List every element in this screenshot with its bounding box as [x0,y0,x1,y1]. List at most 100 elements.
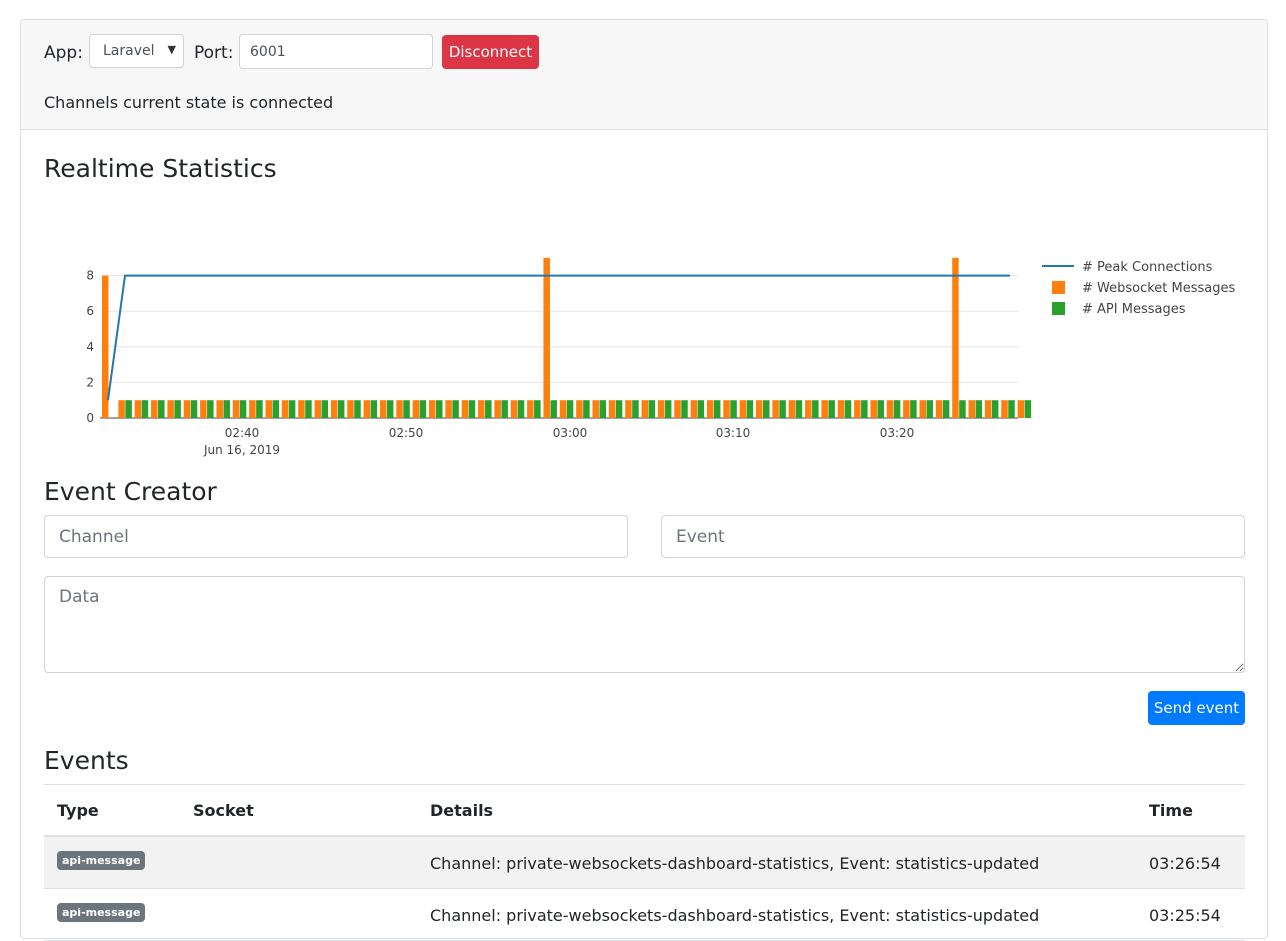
websocket-messages-bar [837,400,845,418]
api-messages-bar [975,400,983,418]
api-messages-bar [403,400,410,418]
api-messages-bar [763,400,770,418]
websocket-messages-bar [1001,400,1008,418]
port-input[interactable] [239,34,433,69]
api-messages-bar [190,400,198,418]
websocket-messages-bar [396,400,403,418]
api-messages-bar [959,400,966,418]
websocket-messages-bar [281,400,289,418]
websocket-messages-bar [576,400,583,418]
websocket-messages-bar [265,400,272,418]
api-messages-bar [436,400,443,418]
y-tick-label: 4 [86,340,94,354]
websocket-messages-bar [216,400,223,418]
websocket-messages-bar [461,400,469,418]
api-messages-bar [337,400,345,418]
api-messages-bar [599,400,606,418]
websocket-messages-bar [314,400,322,418]
websocket-messages-bar [102,275,109,418]
api-messages-bar [877,400,884,418]
api-messages-bar [1008,400,1015,418]
column-header-details: Details [430,801,494,820]
legend-label: # Websocket Messages [1082,281,1236,296]
websocket-messages-bar [886,400,894,418]
event-creator-title: Event Creator [44,477,217,506]
websocket-messages-bar [134,400,142,418]
api-messages-bar [223,400,230,418]
disconnect-button[interactable]: Disconnect [442,35,539,69]
websocket-messages-bar [232,400,240,418]
connection-header: App: Laravel ▼ Port: Disconnect Channels… [21,20,1267,130]
send-event-button[interactable]: Send event [1148,691,1245,725]
api-messages-bar [517,400,525,418]
websocket-messages-bar [543,257,550,418]
app-label: App: [44,43,83,63]
peak-connections-line [107,274,1010,401]
websocket-messages-bar [919,400,926,418]
api-messages-bar [648,400,656,418]
api-messages-bar [795,400,803,418]
column-header-time: Time [1149,801,1193,820]
api-messages-bar [485,400,492,418]
websocket-messages-bar [772,400,779,418]
y-tick-label: 2 [86,375,94,389]
x-date-label: Jun 16, 2019 [203,443,280,457]
api-messages-bar [256,400,263,418]
legend-label: # Peak Connections [1082,260,1213,275]
websocket-messages-bar [249,400,256,418]
websocket-messages-bar [363,400,371,418]
websocket-messages-bar [657,400,665,418]
api-messages-bar [386,400,394,418]
websocket-messages-bar [903,400,910,418]
websocket-messages-bar [952,257,959,418]
y-tick-label: 8 [86,269,94,283]
app-select[interactable]: Laravel ▼ [89,34,184,68]
api-messages-bar [239,400,247,418]
websocket-messages-bar [183,400,191,418]
websocket-messages-bar [118,400,125,418]
api-messages-bar [305,400,312,418]
websocket-messages-bar [330,400,338,418]
column-header-type: Type [57,801,99,820]
api-messages-bar [452,400,459,418]
table-row: api-message Channel: private-websockets-… [44,837,1245,889]
websocket-messages-bar [1017,400,1025,418]
api-messages-bar [468,400,476,418]
details-cell: Channel: private-websockets-dashboard-st… [430,854,1040,873]
dashboard-card: App: Laravel ▼ Port: Disconnect Channels… [20,19,1268,939]
api-messages-bar [861,400,868,418]
websocket-messages-bar [935,400,943,418]
websocket-messages-bar [625,400,632,418]
api-messages-bar [812,400,819,418]
api-messages-bar [141,400,149,418]
api-messages-bar [713,400,721,418]
websocket-messages-bar [200,400,207,418]
api-messages-bar [288,400,296,418]
table-header-row: Type Socket Details Time [44,785,1245,837]
events-title: Events [44,746,129,775]
websocket-messages-bar [494,400,501,418]
api-messages-bar [419,400,427,418]
websocket-messages-bar [167,400,174,418]
websocket-messages-bar [854,400,861,418]
api-messages-bar [664,400,672,418]
channel-input[interactable] [44,515,628,558]
legend-label: # API Messages [1082,302,1186,317]
websocket-messages-bar [527,400,534,418]
table-row: api-message Channel: private-websockets-… [44,889,1245,941]
api-messages-bar [730,400,737,418]
api-messages-bar [910,400,917,418]
realtime-statistics-title: Realtime Statistics [44,154,277,183]
api-messages-bar [354,400,361,418]
x-tick-label: 03:00 [553,426,588,440]
app-select-value: Laravel [103,43,155,59]
api-messages-bar [534,400,541,418]
api-messages-bar [779,400,786,418]
x-tick-label: 03:10 [716,426,751,440]
websocket-messages-bar [706,400,714,418]
websocket-messages-bar [641,400,649,418]
api-messages-bar [893,400,901,418]
event-input[interactable] [661,515,1245,558]
api-messages-bar [125,400,132,418]
data-textarea[interactable] [44,576,1245,673]
